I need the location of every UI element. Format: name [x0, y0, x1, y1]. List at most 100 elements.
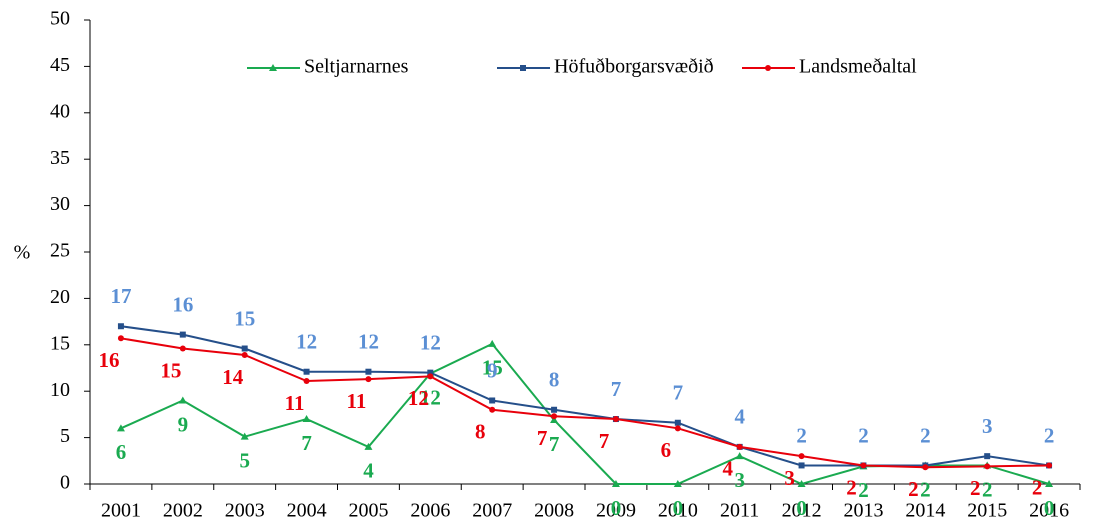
x-tick-label: 2016 — [1029, 500, 1069, 522]
marker — [612, 416, 619, 423]
marker — [365, 376, 372, 383]
data-label: 2 — [858, 478, 869, 502]
data-label: 16 — [98, 348, 119, 372]
data-label: 4 — [363, 459, 374, 483]
marker — [550, 415, 559, 423]
data-label: 8 — [475, 420, 486, 444]
data-label: 3 — [734, 468, 745, 492]
data-label: 0 — [796, 496, 807, 520]
x-tick-label: 2014 — [905, 500, 945, 522]
y-tick-label: 25 — [50, 240, 70, 262]
data-label: 2 — [858, 423, 869, 447]
x-tick-label: 2001 — [101, 500, 141, 522]
marker — [303, 377, 310, 384]
series-line — [120, 325, 1050, 467]
marker — [364, 442, 373, 450]
data-label: 7 — [537, 426, 548, 450]
marker — [178, 396, 187, 404]
data-label: 7 — [599, 429, 610, 453]
x-tick-label: 2002 — [163, 500, 203, 522]
data-label: 3 — [982, 414, 993, 438]
data-label: 0 — [611, 496, 622, 520]
data-label: 15 — [160, 358, 181, 382]
marker — [489, 397, 496, 404]
x-tick-label: 2011 — [720, 500, 759, 522]
data-label: 2 — [920, 477, 931, 501]
data-label: 9 — [178, 412, 189, 436]
marker — [674, 425, 681, 432]
marker — [302, 415, 311, 423]
x-tick-label: 2008 — [534, 500, 574, 522]
marker — [427, 369, 434, 376]
marker — [798, 462, 805, 469]
marker — [520, 65, 526, 71]
data-label: 2 — [970, 476, 981, 500]
data-label: 12 — [420, 385, 441, 409]
marker — [984, 463, 991, 470]
y-tick-label: 0 — [60, 472, 70, 494]
marker — [798, 453, 805, 460]
marker — [736, 443, 743, 450]
data-label: 17 — [110, 284, 131, 308]
marker — [674, 419, 681, 426]
marker — [240, 432, 249, 440]
marker — [765, 65, 771, 71]
marker — [116, 424, 125, 432]
marker — [551, 406, 558, 413]
data-label: 8 — [549, 368, 560, 392]
x-tick-label: 2005 — [348, 500, 388, 522]
marker — [303, 368, 310, 375]
data-label: 4 — [734, 405, 745, 429]
data-label: 6 — [661, 438, 672, 462]
data-label: 2 — [1032, 475, 1043, 499]
marker — [365, 368, 372, 375]
x-tick-label: 2009 — [596, 500, 636, 522]
data-label: 3 — [784, 466, 795, 490]
data-label: 4 — [722, 457, 733, 481]
legend-label: Seltjarnarnes — [304, 56, 409, 78]
data-label: 12 — [358, 330, 379, 354]
x-tick-label: 2012 — [782, 500, 822, 522]
marker — [179, 331, 186, 338]
x-tick-label: 2015 — [967, 500, 1007, 522]
marker — [551, 413, 558, 420]
marker — [117, 335, 124, 342]
data-label: 15 — [482, 356, 503, 380]
data-label: 2 — [1044, 423, 1055, 447]
data-label: 6 — [116, 440, 127, 464]
data-label: 7 — [301, 431, 312, 455]
marker — [269, 64, 277, 71]
y-tick-label: 30 — [50, 193, 70, 215]
data-label: 12 — [408, 386, 429, 410]
data-label: 0 — [673, 496, 684, 520]
x-tick-label: 2010 — [658, 500, 698, 522]
data-label: 12 — [420, 330, 441, 354]
data-label: 2 — [920, 423, 931, 447]
data-label: 15 — [234, 306, 255, 330]
y-tick-label: 45 — [50, 54, 70, 76]
data-label: 2 — [982, 477, 993, 501]
data-label: 7 — [611, 377, 622, 401]
x-tick-label: 2007 — [472, 500, 512, 522]
x-tick-label: 2013 — [843, 500, 883, 522]
data-label: 11 — [347, 389, 367, 413]
marker — [427, 373, 434, 380]
marker — [1046, 462, 1053, 469]
marker — [860, 462, 867, 469]
data-label: 2 — [846, 475, 857, 499]
marker — [797, 480, 806, 487]
y-tick-label: 15 — [50, 332, 70, 354]
data-label: 2 — [796, 423, 807, 447]
data-label: 12 — [296, 330, 317, 354]
marker — [179, 345, 186, 352]
y-tick-label: 50 — [50, 8, 70, 30]
y-tick-label: 20 — [50, 286, 70, 308]
y-tick-label: 35 — [50, 147, 70, 169]
marker — [1045, 480, 1054, 487]
y-tick-label: 10 — [50, 379, 70, 401]
x-tick-label: 2003 — [225, 500, 265, 522]
data-label: 2 — [908, 477, 919, 501]
data-label: 16 — [172, 292, 193, 316]
marker — [611, 480, 620, 487]
